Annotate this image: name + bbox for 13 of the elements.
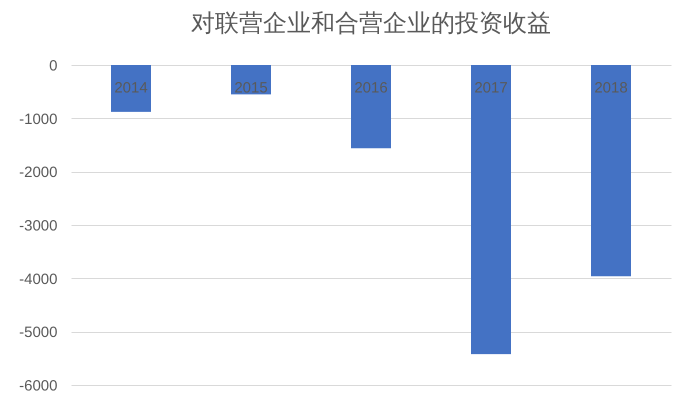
x-tick-label: 2017 [474, 80, 508, 96]
y-tick-label: -5000 [19, 324, 58, 342]
x-tick-label: 2018 [594, 80, 628, 96]
chart-title: 对联营企业和合营企业的投资收益 [191, 10, 551, 37]
y-tick-label: -2000 [19, 164, 58, 182]
x-tick-label: 2014 [114, 80, 148, 96]
y-tick-label: -4000 [19, 270, 58, 288]
y-tick-label: -1000 [19, 110, 58, 128]
y-tick-label: -6000 [19, 378, 58, 394]
x-tick-label: 2016 [354, 80, 388, 96]
y-tick-label: 0 [49, 58, 58, 74]
y-tick-label: -3000 [19, 218, 58, 234]
x-tick-label: 2015 [234, 80, 268, 96]
